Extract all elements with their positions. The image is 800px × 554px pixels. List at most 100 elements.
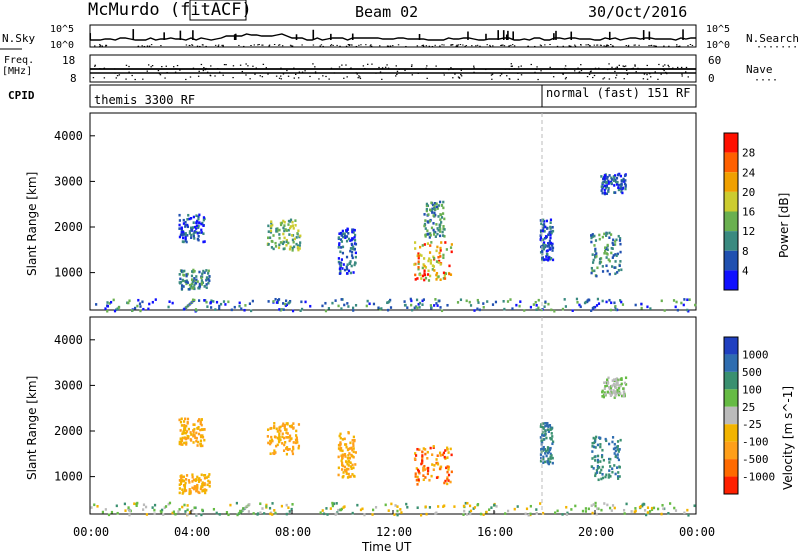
range-cell — [544, 429, 547, 433]
range-cell — [613, 506, 616, 510]
nsearch-dot — [580, 44, 582, 46]
range-cell — [547, 256, 550, 260]
nave-dot — [417, 72, 419, 74]
range-cell — [186, 421, 189, 425]
nave-dot — [164, 77, 166, 79]
y-tick-label: 2000 — [54, 220, 83, 234]
range-cell — [591, 269, 594, 273]
nave-dot — [94, 64, 96, 66]
range-cell — [578, 303, 581, 307]
range-cell — [324, 301, 327, 305]
nave-dot — [356, 73, 358, 75]
range-cell — [539, 245, 543, 249]
range-cell — [423, 278, 426, 282]
range-cell — [619, 250, 622, 254]
nave-dot — [603, 77, 606, 79]
range-cell — [430, 209, 433, 212]
range-cell — [613, 184, 616, 187]
nave-dot — [458, 77, 461, 79]
range-cell — [349, 249, 352, 253]
range-cell — [345, 235, 349, 238]
range-cell — [202, 232, 205, 235]
nsearch-dot — [319, 45, 321, 47]
nave-dot — [552, 76, 555, 78]
range-cell — [185, 431, 188, 435]
range-cell — [622, 387, 625, 390]
range-cell — [267, 441, 270, 445]
range-cell — [506, 300, 510, 303]
range-cell — [282, 308, 285, 311]
nave-dot — [662, 68, 664, 71]
nave-dot — [282, 73, 285, 75]
range-cell — [359, 508, 363, 512]
range-cell — [442, 206, 445, 210]
range-cell — [427, 213, 430, 216]
cpid-mode-2: normal (fast) 151 RF — [546, 86, 691, 100]
range-cell — [549, 457, 552, 460]
range-cell — [608, 272, 611, 276]
range-cell — [435, 511, 438, 515]
range-cell — [290, 507, 293, 511]
colorbar-tick-label: -500 — [742, 453, 769, 466]
range-cell — [299, 234, 302, 238]
range-cell — [128, 299, 131, 303]
range-cell — [299, 241, 302, 244]
range-cell — [350, 467, 353, 470]
nsearch-dot — [277, 44, 280, 46]
range-cell — [297, 444, 301, 448]
range-cell — [605, 264, 608, 268]
range-cell — [614, 272, 617, 276]
range-cell — [420, 462, 423, 466]
nsearch-dot — [589, 45, 591, 47]
range-cell — [352, 309, 355, 312]
range-cell — [614, 174, 617, 177]
range-cell — [602, 395, 605, 399]
range-cell — [595, 512, 598, 516]
range-cell — [439, 278, 442, 282]
range-cell — [423, 257, 426, 260]
colorbar-frame — [723, 132, 739, 291]
range-cell — [207, 272, 210, 275]
range-cell — [435, 273, 438, 277]
range-cell — [199, 420, 202, 424]
range-cell — [104, 307, 107, 310]
range-cell — [339, 250, 342, 254]
range-cell — [608, 461, 611, 464]
range-cell — [414, 247, 417, 250]
range-cell — [579, 305, 582, 309]
range-cell — [425, 512, 428, 516]
range-cell — [435, 223, 438, 226]
nsearch-dot — [456, 45, 459, 47]
range-cell — [353, 263, 356, 267]
nave-dot — [504, 68, 507, 70]
range-cell — [192, 429, 195, 432]
range-cell — [550, 231, 553, 235]
range-cell — [273, 425, 276, 428]
nsearch-tick-top: 10^5 — [706, 24, 730, 35]
range-cell — [442, 212, 445, 215]
range-cell — [547, 462, 551, 466]
range-cell — [296, 441, 299, 444]
range-cell — [543, 224, 546, 228]
nave-dot — [357, 77, 359, 79]
range-cell — [351, 473, 354, 476]
range-cell — [294, 224, 297, 227]
range-cell — [331, 301, 334, 305]
range-cell — [417, 262, 420, 265]
nsearch-dot — [606, 45, 608, 47]
colorbar-tick-label: -25 — [742, 418, 762, 431]
nsearch-dot — [668, 45, 670, 47]
range-cell — [515, 303, 518, 307]
nave-dot — [411, 74, 414, 76]
range-cell — [200, 283, 203, 286]
range-cell — [178, 219, 181, 222]
range-cell — [438, 451, 442, 455]
range-cell — [400, 511, 403, 514]
range-cell — [593, 445, 596, 449]
range-cell — [590, 271, 593, 275]
range-cell — [535, 508, 538, 511]
range-cell — [425, 209, 428, 213]
nave-dot — [197, 75, 200, 77]
range-cell — [352, 466, 355, 470]
